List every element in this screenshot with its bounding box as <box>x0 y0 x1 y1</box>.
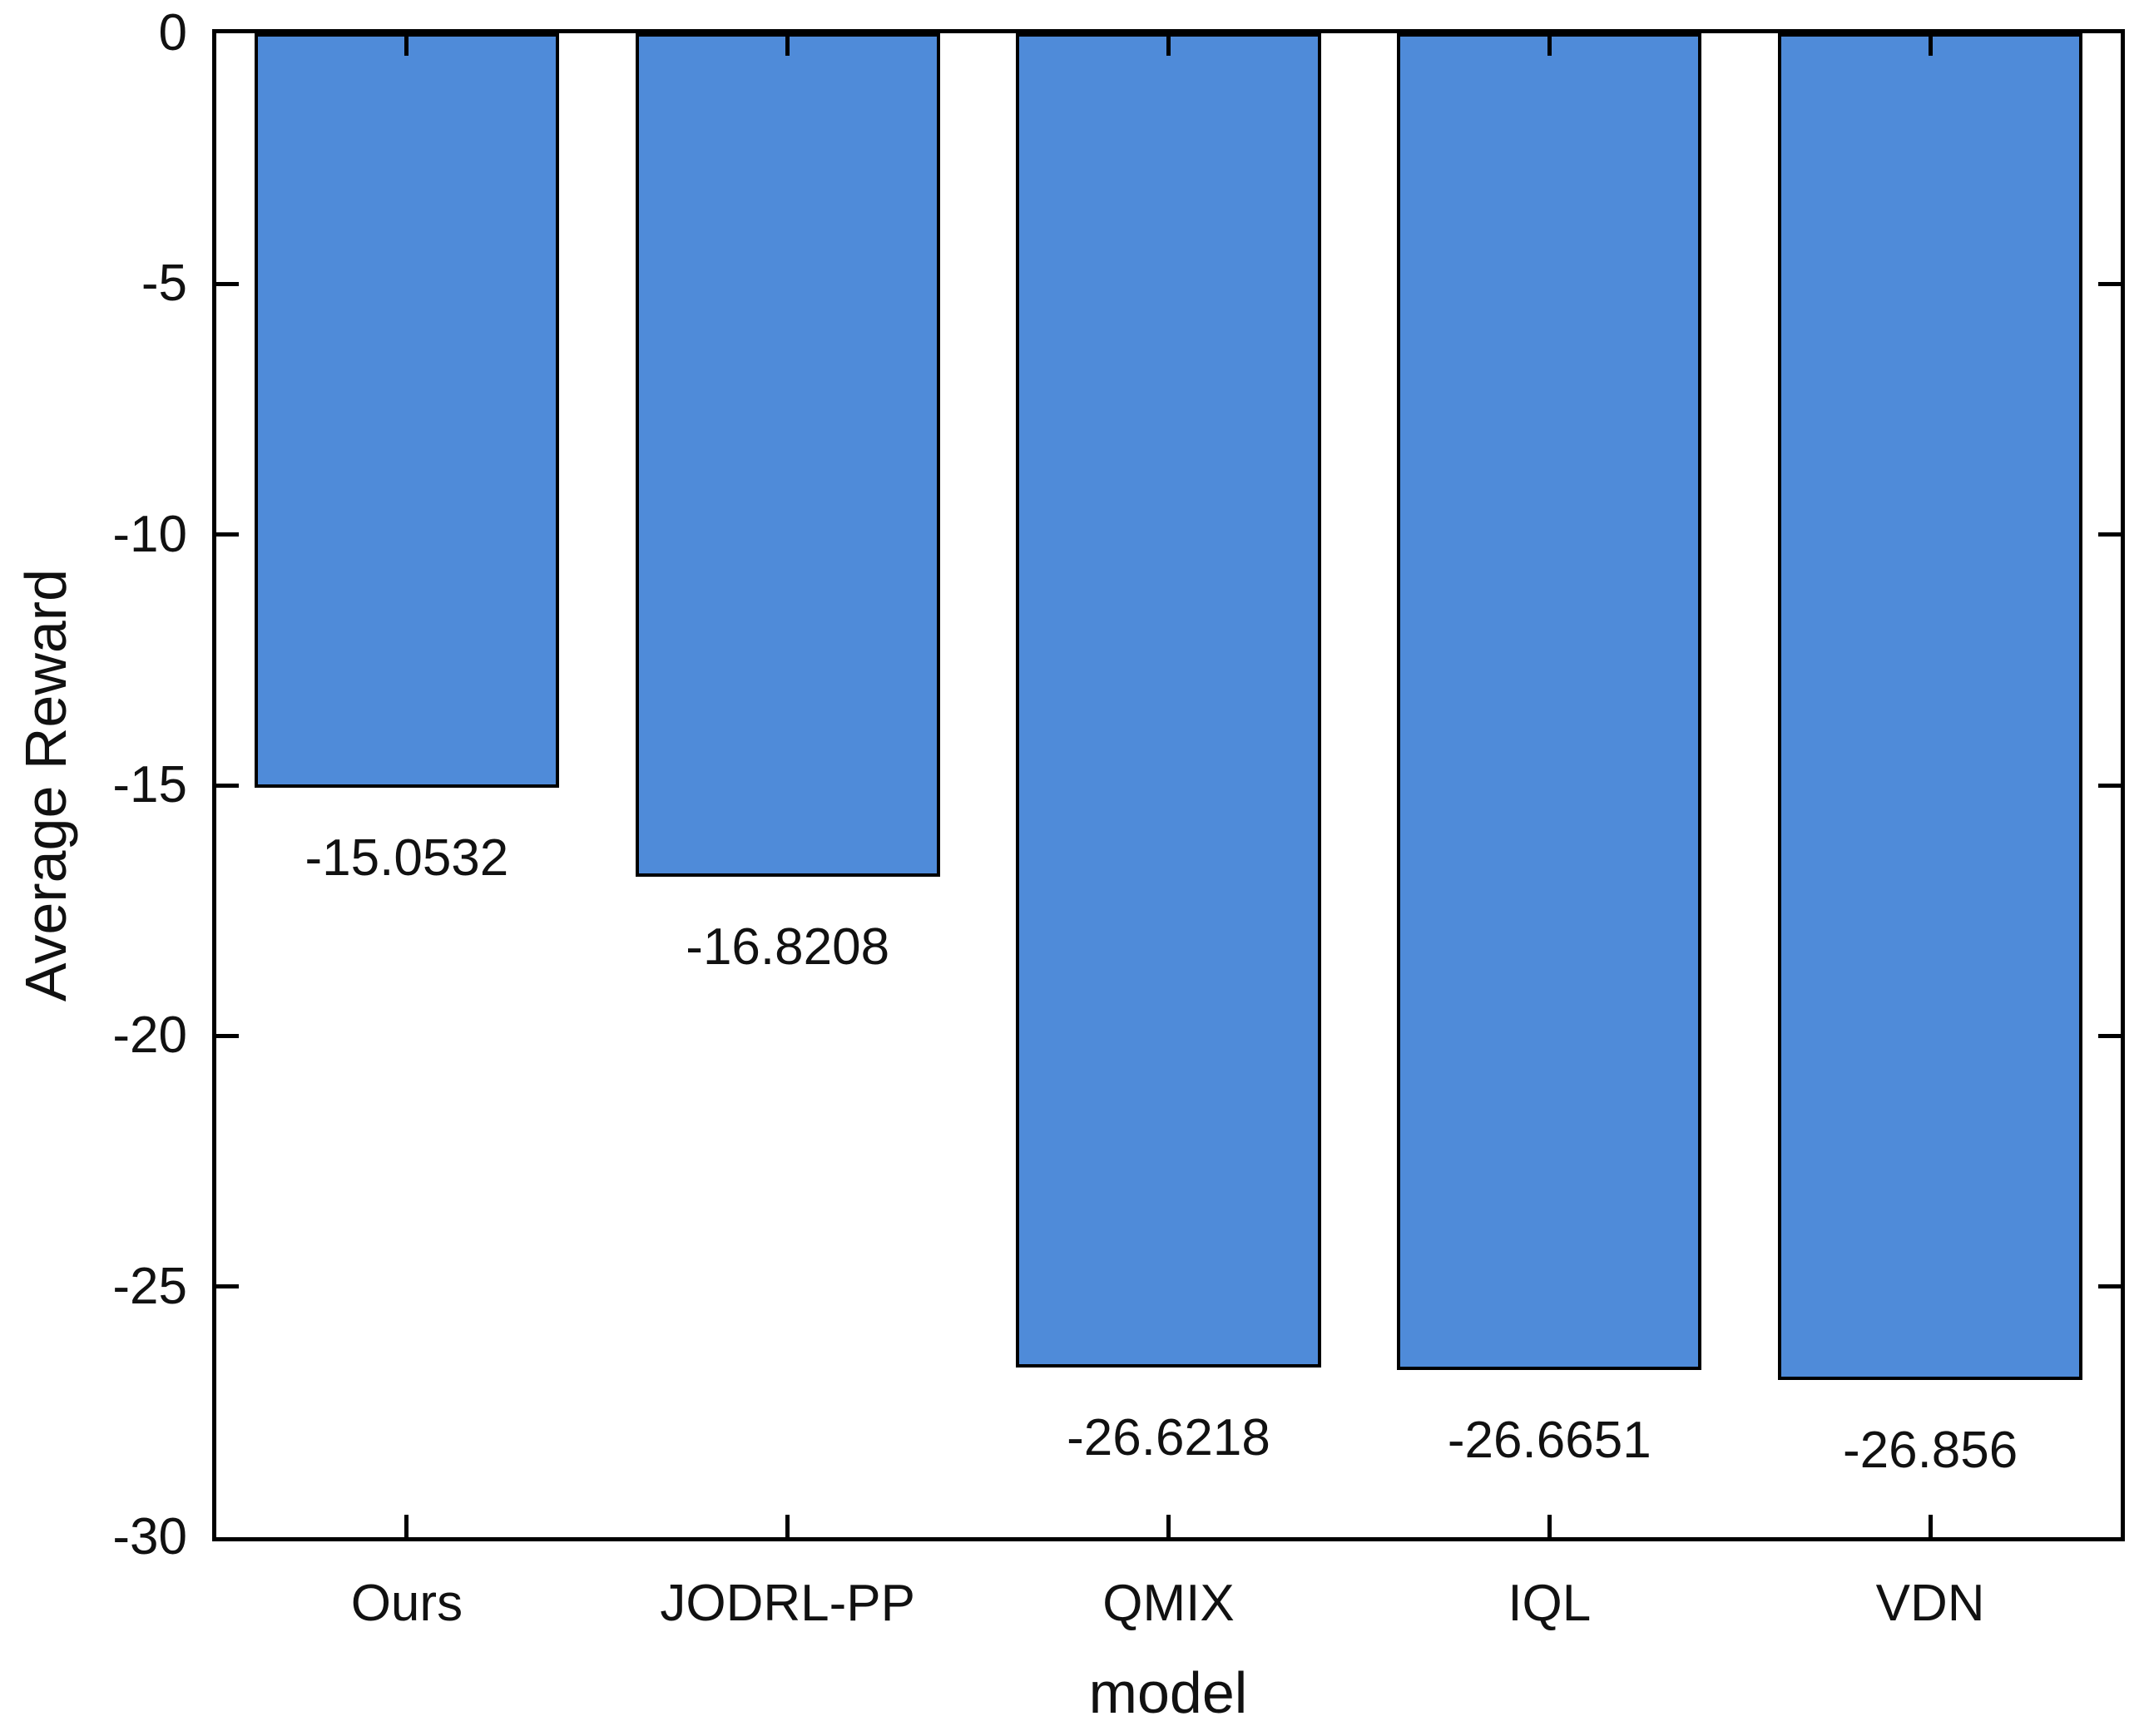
bar-value-label-iql: -26.6651 <box>1447 1412 1651 1470</box>
x-tick-label-iql: IQL <box>1508 1575 1592 1632</box>
x-axis-label: model <box>1088 1660 1248 1725</box>
y-tick-left <box>216 281 239 286</box>
x-tick-bottom <box>404 1515 409 1537</box>
bar-value-label-jodrl-pp: -16.8208 <box>686 917 890 976</box>
x-tick-top <box>404 33 409 56</box>
y-tick-label-neg5: -5 <box>141 255 187 313</box>
y-tick-label-neg20: -20 <box>112 1006 187 1065</box>
x-tick-bottom <box>1166 1515 1171 1537</box>
y-tick-label-neg25: -25 <box>112 1257 187 1315</box>
bar-value-label-ours: -15.0532 <box>305 829 509 888</box>
bar-value-label-vdn: -26.856 <box>1842 1421 2018 1479</box>
y-tick-label-neg15: -15 <box>112 756 187 814</box>
y-tick-right <box>2098 532 2121 537</box>
bar-vdn <box>1777 33 2083 1380</box>
plot-area <box>212 29 2125 1541</box>
x-tick-top <box>1166 33 1171 56</box>
y-tick-right <box>2098 281 2121 286</box>
bar-jodrl-pp <box>635 33 940 877</box>
bar-iql <box>1397 33 1702 1371</box>
y-tick-label-neg30: -30 <box>112 1508 187 1565</box>
x-tick-top <box>785 33 790 56</box>
bar-ours <box>254 33 559 789</box>
x-tick-label-qmix: QMIX <box>1102 1575 1235 1632</box>
y-tick-left <box>216 1284 239 1289</box>
y-tick-right <box>2098 1033 2121 1038</box>
y-tick-right <box>2098 1284 2121 1289</box>
y-tick-left <box>216 532 239 537</box>
y-tick-label-0: 0 <box>158 4 187 62</box>
bar-value-label-qmix: -26.6218 <box>1067 1409 1270 1467</box>
x-tick-label-vdn: VDN <box>1875 1575 1985 1632</box>
y-tick-right <box>2098 783 2121 788</box>
x-tick-top <box>1547 33 1552 56</box>
x-tick-bottom <box>1547 1515 1552 1537</box>
bar-qmix <box>1016 33 1321 1368</box>
x-tick-label-ours: Ours <box>350 1575 463 1632</box>
x-tick-label-jodrl-pp: JODRL-PP <box>660 1575 915 1632</box>
x-tick-bottom <box>1928 1515 1933 1537</box>
y-axis-label: Average Reward <box>13 568 78 1002</box>
x-tick-bottom <box>785 1515 790 1537</box>
y-tick-left <box>216 1033 239 1038</box>
y-tick-left <box>216 783 239 788</box>
y-tick-label-neg10: -10 <box>112 505 187 563</box>
x-tick-top <box>1928 33 1933 56</box>
